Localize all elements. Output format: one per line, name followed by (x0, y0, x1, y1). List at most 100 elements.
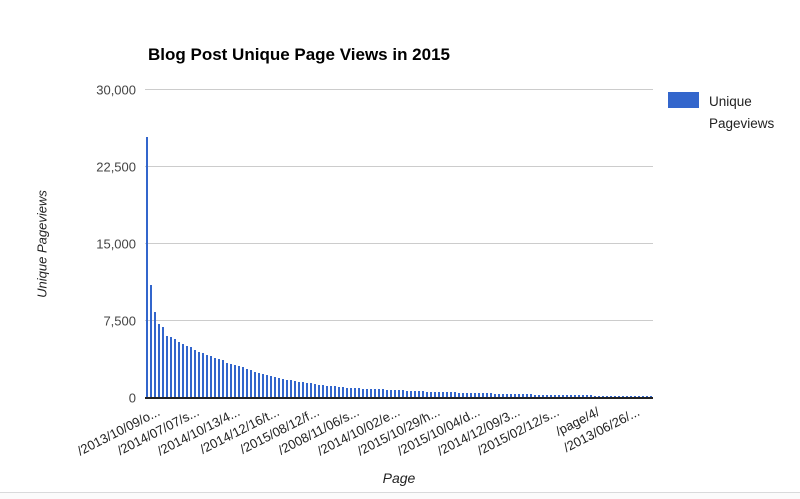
bar-unique-pageviews-93 (517, 394, 521, 397)
bar-unique-pageviews-26 (249, 370, 253, 397)
bar-unique-pageviews-120 (625, 395, 629, 397)
bar-unique-pageviews-89 (501, 393, 505, 397)
bar-unique-pageviews-115 (605, 395, 609, 397)
bar-unique-pageviews-111 (589, 395, 593, 397)
y-tick-label-15,000: 15,000 (96, 236, 136, 252)
y-tick-label-30,000: 30,000 (96, 82, 136, 98)
bar-unique-pageviews-94 (521, 394, 525, 397)
bar-unique-pageviews-48 (337, 386, 341, 397)
gridline-22500 (145, 166, 653, 167)
bar-unique-pageviews-18 (217, 359, 221, 397)
bar-unique-pageviews-107 (573, 395, 577, 397)
bar-unique-pageviews-80 (465, 392, 469, 397)
bar-unique-pageviews-69 (421, 391, 425, 397)
legend: Unique Pageviews (668, 91, 787, 135)
bar-unique-pageviews-90 (505, 393, 509, 397)
bar-unique-pageviews-97 (533, 394, 537, 397)
bar-unique-pageviews-23 (237, 366, 241, 397)
bar-unique-pageviews-39 (301, 382, 305, 397)
bar-unique-pageviews-20 (225, 362, 229, 397)
bar-unique-pageviews-123 (637, 396, 641, 397)
bar-unique-pageviews-35 (285, 379, 289, 397)
bar-unique-pageviews-58 (377, 389, 381, 397)
bar-unique-pageviews-44 (321, 385, 325, 397)
bar-unique-pageviews-10 (185, 346, 189, 397)
bar-unique-pageviews-8 (177, 342, 181, 397)
bar-unique-pageviews-24 (241, 367, 245, 397)
gridline-7500 (145, 320, 653, 321)
bar-unique-pageviews-114 (601, 395, 605, 397)
bar-unique-pageviews-52 (353, 388, 357, 397)
bar-unique-pageviews-34 (281, 378, 285, 397)
bar-unique-pageviews-76 (449, 392, 453, 397)
bar-unique-pageviews-45 (325, 385, 329, 397)
bar-unique-pageviews-50 (345, 387, 349, 397)
bar-unique-pageviews-62 (393, 390, 397, 397)
bar-unique-pageviews-37 (293, 380, 297, 397)
bar-unique-pageviews-59 (381, 389, 385, 397)
bar-unique-pageviews-119 (621, 395, 625, 397)
bar-unique-pageviews-109 (581, 395, 585, 397)
x-axis-title: Page (382, 470, 416, 486)
bar-unique-pageviews-0 (145, 137, 149, 397)
bar-unique-pageviews-33 (277, 378, 281, 397)
bar-unique-pageviews-2 (153, 312, 157, 397)
bar-unique-pageviews-12 (193, 349, 197, 397)
bar-unique-pageviews-72 (433, 391, 437, 397)
legend-label: Unique Pageviews (709, 94, 775, 131)
bar-unique-pageviews-6 (169, 336, 173, 397)
bar-unique-pageviews-47 (333, 386, 337, 397)
bar-unique-pageviews-25 (245, 368, 249, 397)
bar-unique-pageviews-71 (429, 391, 433, 397)
bar-unique-pageviews-9 (181, 344, 185, 397)
bar-unique-pageviews-41 (309, 383, 313, 397)
bar-unique-pageviews-3 (157, 324, 161, 397)
bar-unique-pageviews-79 (461, 392, 465, 397)
bar-unique-pageviews-64 (401, 390, 405, 397)
bar-unique-pageviews-15 (205, 354, 209, 397)
bar-unique-pageviews-100 (545, 394, 549, 397)
bar-unique-pageviews-68 (417, 391, 421, 397)
legend-swatch-unique-pageviews (668, 92, 699, 108)
bar-unique-pageviews-82 (473, 393, 477, 397)
bar-unique-pageviews-88 (497, 393, 501, 397)
bar-unique-pageviews-98 (537, 394, 541, 397)
bar-unique-pageviews-110 (585, 395, 589, 397)
chart-title: Blog Post Unique Page Views in 2015 (148, 45, 450, 64)
bar-unique-pageviews-95 (525, 394, 529, 397)
bar-unique-pageviews-31 (269, 376, 273, 397)
bar-unique-pageviews-104 (561, 395, 565, 397)
bar-unique-pageviews-92 (513, 394, 517, 397)
bar-unique-pageviews-117 (613, 395, 617, 397)
bar-unique-pageviews-40 (305, 382, 309, 397)
bar-unique-pageviews-38 (297, 381, 301, 397)
bar-unique-pageviews-46 (329, 386, 333, 397)
bar-unique-pageviews-113 (597, 395, 601, 397)
bar-unique-pageviews-36 (289, 380, 293, 397)
bar-unique-pageviews-73 (437, 392, 441, 397)
bar-unique-pageviews-1 (149, 285, 153, 397)
bar-unique-pageviews-65 (405, 390, 409, 397)
bar-unique-pageviews-5 (165, 335, 169, 397)
bar-unique-pageviews-54 (361, 388, 365, 397)
bar-unique-pageviews-56 (369, 388, 373, 397)
frame-bottom-edge (0, 493, 800, 499)
bar-unique-pageviews-16 (209, 356, 213, 397)
bar-unique-pageviews-81 (469, 392, 473, 397)
bar-unique-pageviews-30 (265, 375, 269, 397)
bar-unique-pageviews-106 (569, 395, 573, 397)
bar-unique-pageviews-4 (161, 327, 165, 397)
bar-unique-pageviews-85 (485, 393, 489, 397)
bar-unique-pageviews-75 (445, 392, 449, 397)
y-tick-label-0: 0 (128, 390, 136, 406)
bar-unique-pageviews-96 (529, 394, 533, 397)
bar-unique-pageviews-17 (213, 358, 217, 397)
bar-unique-pageviews-105 (565, 395, 569, 397)
bar-unique-pageviews-70 (425, 391, 429, 397)
bar-unique-pageviews-83 (477, 393, 481, 397)
bar-unique-pageviews-118 (617, 395, 621, 397)
bar-unique-pageviews-87 (493, 393, 497, 397)
x-axis-line (145, 397, 653, 399)
bar-unique-pageviews-125 (645, 396, 649, 397)
